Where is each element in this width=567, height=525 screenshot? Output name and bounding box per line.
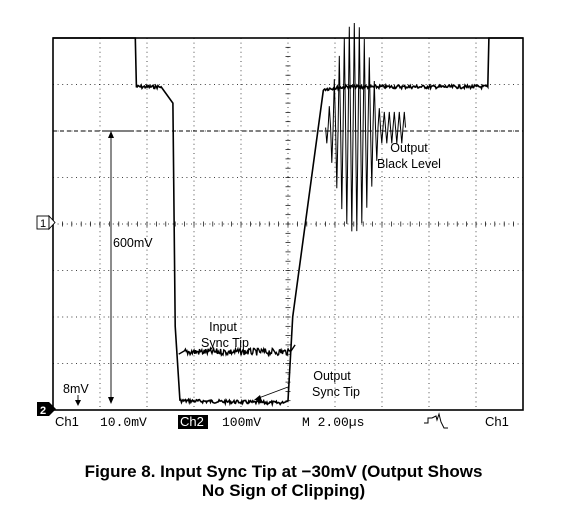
input-sync-tip-label-line1: Input — [209, 320, 237, 334]
output-black-level-label-line2: Black Level — [377, 157, 441, 171]
color-burst — [325, 22, 406, 232]
oscilloscope-screen: Output Black Level Input Sync Tip Output… — [0, 0, 567, 455]
trace-1 — [53, 37, 523, 408]
figure-caption-line2: No Sign of Clipping) — [201, 481, 366, 500]
screen-background — [0, 0, 567, 455]
figure-caption-line1: Figure 8. Input Sync Tip at −30mV (Outpu… — [84, 462, 483, 481]
output-sync-tip-leader — [255, 386, 289, 400]
trigger-slope-icon — [424, 412, 448, 429]
amplitude-arrow — [105, 130, 130, 404]
output-black-level-label-line1: Output — [390, 141, 428, 155]
color-burst-oscillation — [325, 22, 406, 232]
readout-ch2: Ch2 — [180, 414, 204, 429]
readout-ch2-scale: 100mV — [222, 415, 261, 430]
channel-1-marker: 1 — [36, 214, 56, 231]
readout-trigger-source: Ch1 — [485, 414, 509, 429]
readout-timebase: M 2.00µs — [302, 415, 364, 430]
trace-2 — [178, 344, 296, 358]
channel-2-marker-label: 2 — [40, 405, 46, 417]
traces — [53, 37, 523, 408]
offset-arrow — [75, 395, 81, 406]
output-sync-tip-label-line1: Output — [313, 369, 351, 383]
channel-1-marker-label: 1 — [40, 218, 46, 230]
amplitude-label: 600mV — [113, 236, 153, 250]
readout-ch1: Ch1 — [55, 414, 79, 429]
input-sync-tip-label-line2: Sync Tip — [201, 336, 249, 350]
offset-label: 8mV — [63, 382, 89, 396]
readout-ch2-highlight — [178, 415, 208, 429]
readout-ch1-scale: 10.0mV — [100, 415, 147, 430]
output-sync-tip-label-line2: Sync Tip — [312, 385, 360, 399]
output-sync-tip-arrowhead — [254, 395, 262, 401]
channel-2-marker: 2 — [37, 402, 56, 417]
